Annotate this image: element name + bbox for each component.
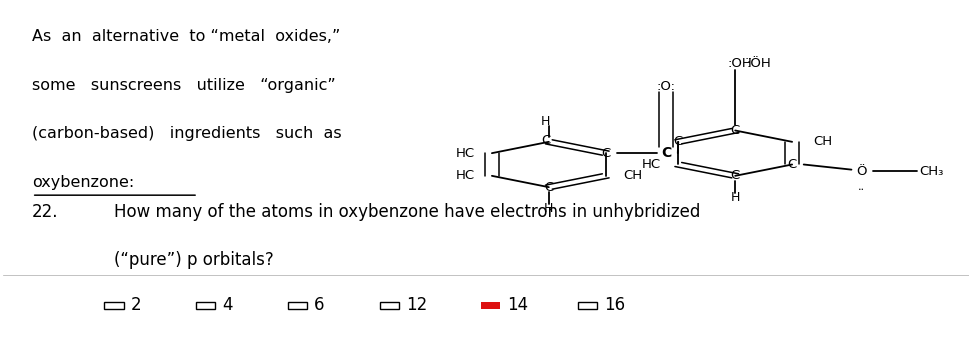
Text: CH: CH bbox=[623, 170, 642, 182]
Text: 4: 4 bbox=[223, 296, 232, 314]
Text: H: H bbox=[731, 191, 740, 204]
Bar bbox=[380, 302, 399, 308]
Text: 2: 2 bbox=[130, 296, 141, 314]
Text: HC: HC bbox=[642, 158, 661, 171]
Text: As  an  alternative  to “metal  oxides,”: As an alternative to “metal oxides,” bbox=[32, 29, 340, 44]
Text: CH₃: CH₃ bbox=[919, 165, 943, 178]
Text: :O:: :O: bbox=[657, 80, 676, 93]
Text: HC: HC bbox=[456, 147, 474, 160]
Text: Ö: Ö bbox=[856, 165, 866, 178]
Text: C: C bbox=[787, 158, 797, 171]
Text: C: C bbox=[731, 124, 740, 137]
Text: 12: 12 bbox=[405, 296, 427, 314]
Text: 16: 16 bbox=[604, 296, 625, 314]
Bar bbox=[196, 302, 216, 308]
Text: (carbon-based)   ingredients   such  as: (carbon-based) ingredients such as bbox=[32, 126, 341, 141]
Text: How many of the atoms in oxybenzone have electrons in unhybridized: How many of the atoms in oxybenzone have… bbox=[114, 203, 700, 221]
Text: CH: CH bbox=[814, 135, 832, 148]
Text: C: C bbox=[541, 134, 550, 147]
Bar bbox=[577, 302, 597, 308]
Text: H: H bbox=[544, 202, 553, 215]
Bar bbox=[104, 302, 123, 308]
Text: oxybenzone:: oxybenzone: bbox=[32, 175, 134, 190]
Text: C: C bbox=[661, 146, 672, 160]
Text: H: H bbox=[541, 115, 550, 128]
Text: C: C bbox=[674, 135, 683, 148]
Bar bbox=[288, 302, 307, 308]
Text: 6: 6 bbox=[314, 296, 325, 314]
Text: :ÖH: :ÖH bbox=[746, 57, 772, 70]
Text: :OḦ: :OḦ bbox=[728, 57, 752, 70]
Text: C: C bbox=[601, 147, 610, 160]
Text: C: C bbox=[731, 170, 740, 182]
Text: 22.: 22. bbox=[32, 203, 58, 221]
Bar bbox=[481, 302, 501, 308]
Text: some   sunscreens   utilize   “organic”: some sunscreens utilize “organic” bbox=[32, 78, 335, 93]
Text: ⋅⋅: ⋅⋅ bbox=[857, 185, 865, 195]
Text: HC: HC bbox=[456, 170, 474, 182]
Text: (“pure”) p orbitals?: (“pure”) p orbitals? bbox=[114, 251, 274, 269]
Text: C: C bbox=[544, 181, 553, 194]
Text: 14: 14 bbox=[507, 296, 529, 314]
